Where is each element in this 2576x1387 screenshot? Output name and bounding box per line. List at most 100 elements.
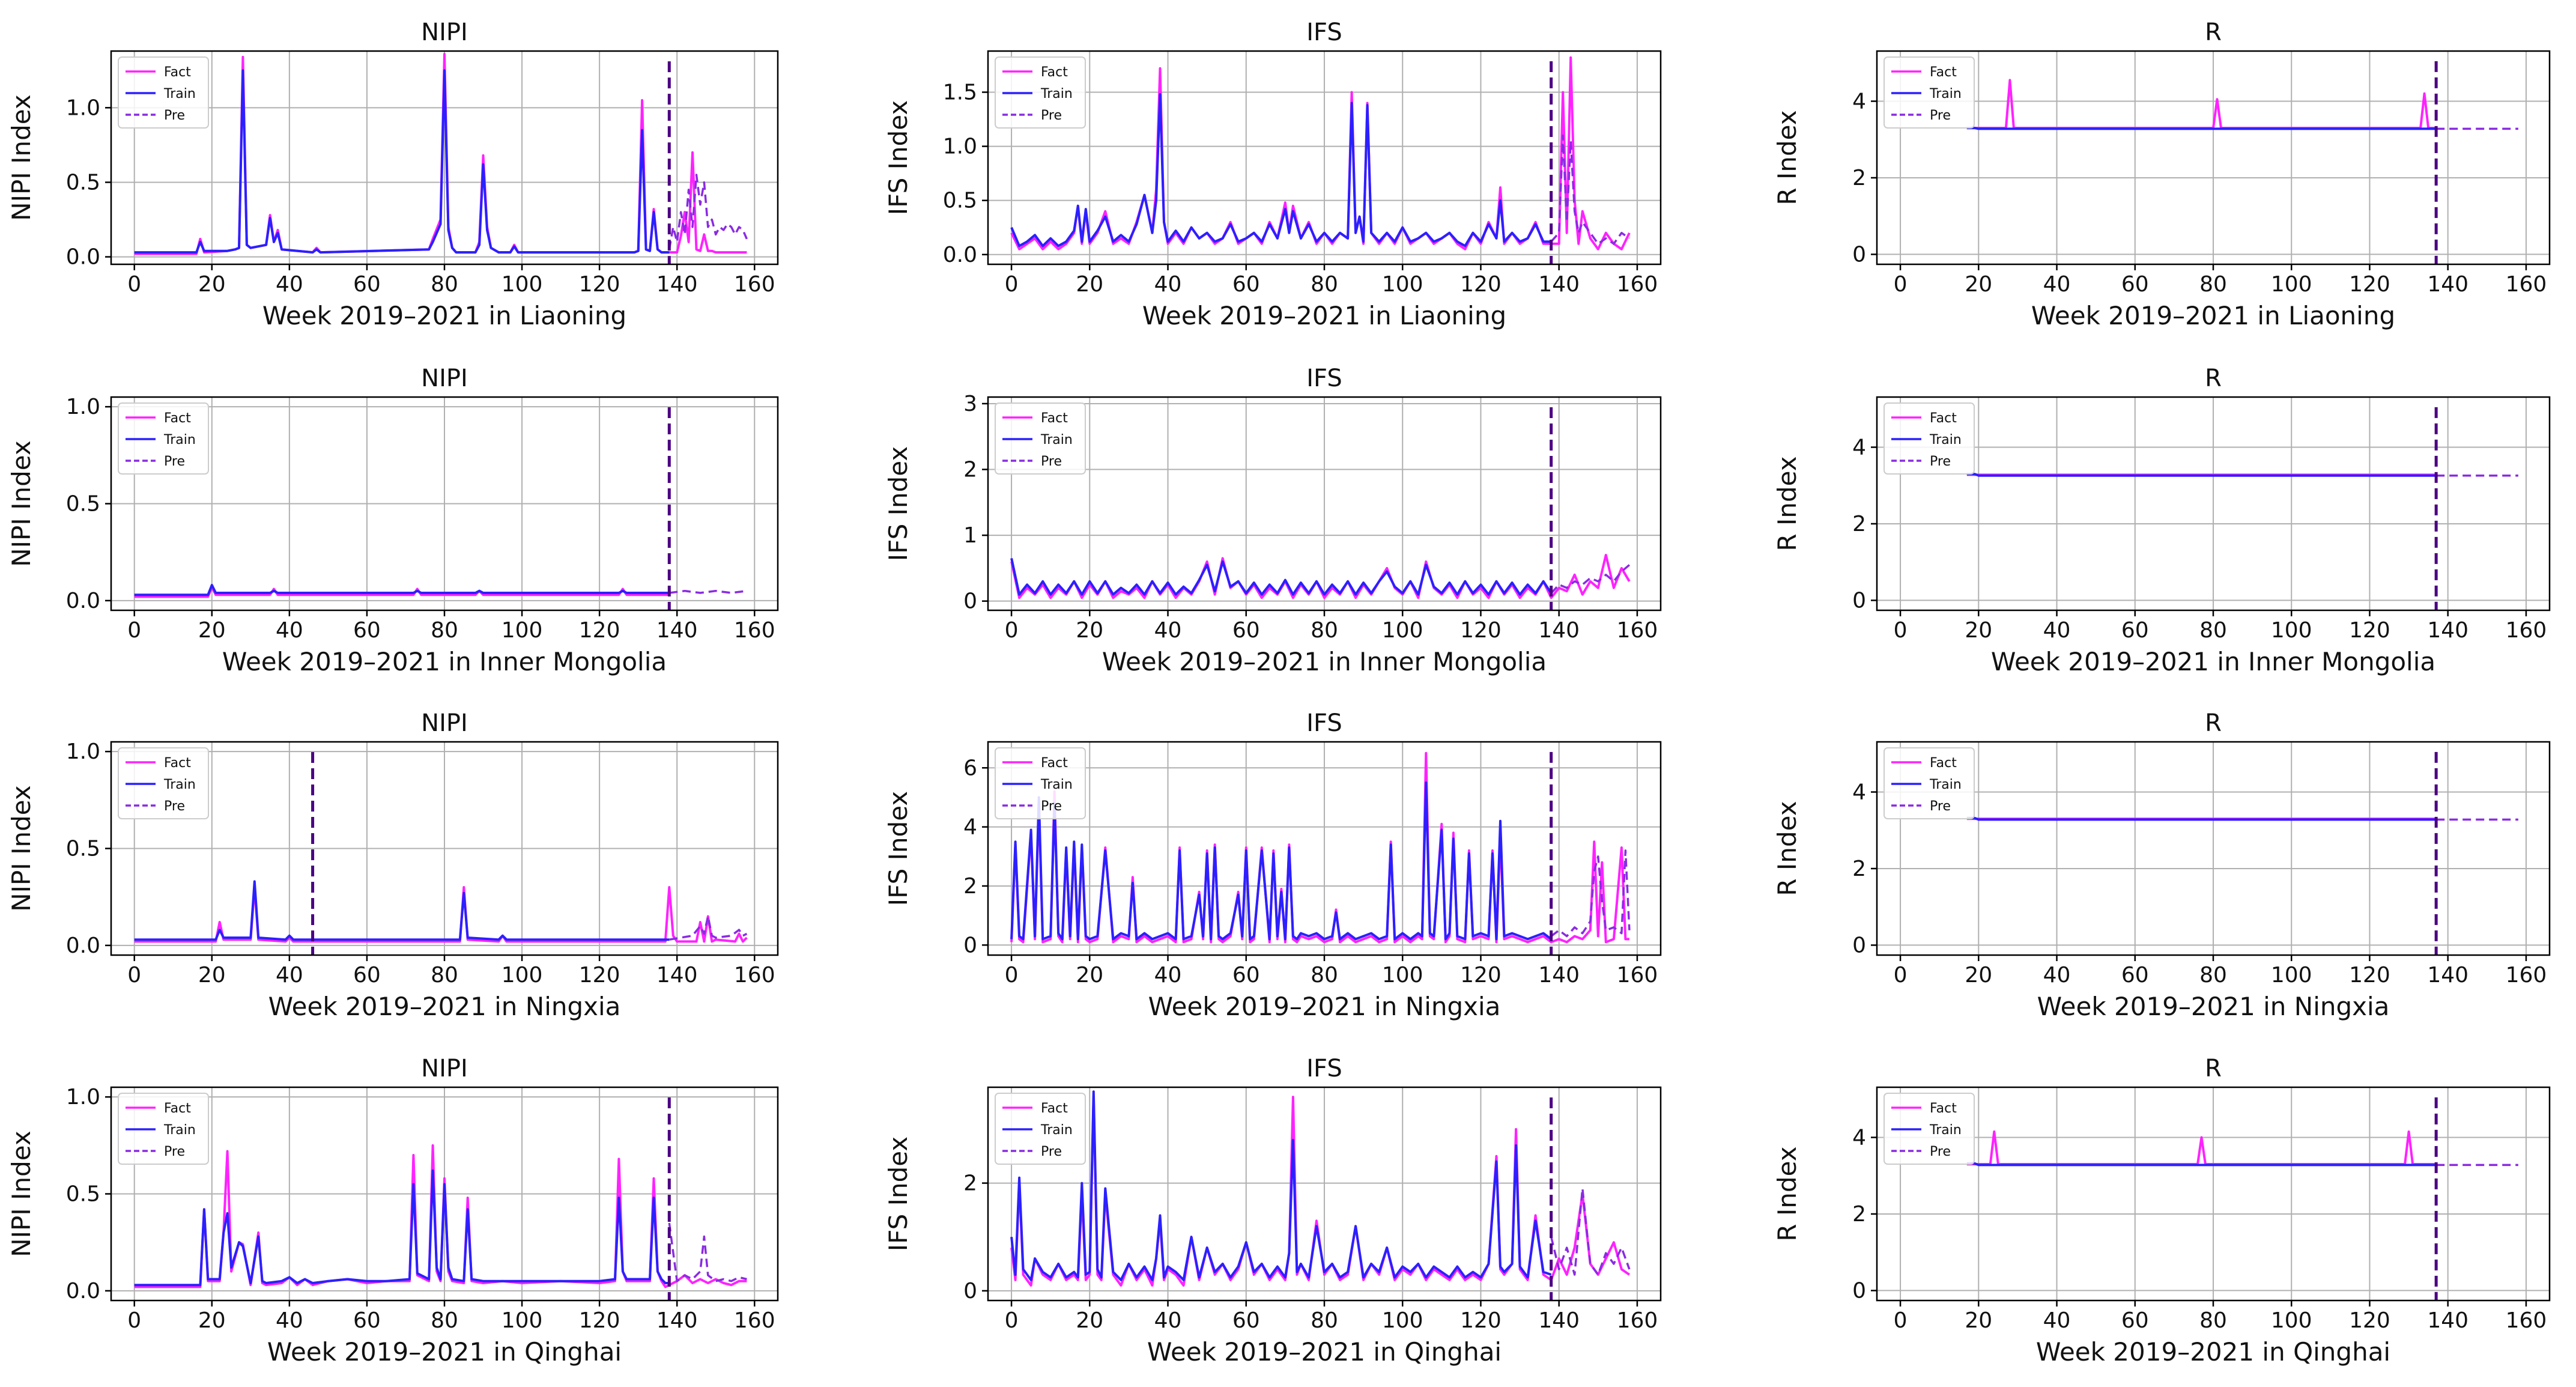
x-tick-label: 40 [276, 272, 303, 297]
x-tick-label: 120 [2349, 963, 2390, 988]
series-line-train [1010, 557, 1553, 596]
legend-label: Fact [1041, 1101, 1068, 1116]
series-group [1010, 56, 1631, 250]
legend-box [118, 56, 209, 129]
chart-title: R [2205, 365, 2222, 392]
chart-title: NIPI [421, 365, 468, 392]
x-tick-label: 0 [127, 1308, 141, 1333]
y-axis-label: NIPI Index [7, 94, 36, 221]
chart-panel: 0 20 40 60 80 100 120 140 160 0 2 4 R Week 2019–2021 … [1766, 691, 2576, 1039]
series-group [134, 584, 747, 598]
chart-panel: 0 20 40 60 80 100 120 140 160 0 2 4 R Week 2019–2021 … [1766, 1036, 2576, 1385]
series-line-fact [1966, 79, 2437, 130]
legend-label: Fact [1930, 1101, 1957, 1116]
legend-label: Pre [164, 799, 185, 814]
x-tick-label: 80 [431, 272, 458, 297]
x-tick-label: 100 [2271, 963, 2312, 988]
y-tick-label: 0.0 [66, 1279, 100, 1304]
x-tick-label: 0 [1894, 963, 1908, 988]
grid [988, 742, 1661, 955]
x-axis-label: Week 2019–2021 in Qinghai [267, 1337, 622, 1367]
x-axis-label: Week 2019–2021 in Liaoning [262, 301, 626, 330]
chart-title: R [2205, 709, 2222, 737]
x-tick-label: 60 [353, 618, 381, 643]
series-group [1010, 1090, 1631, 1287]
grid [111, 742, 778, 955]
y-tick-label: 2 [1852, 512, 1866, 536]
x-tick-label: 160 [734, 272, 775, 297]
x-tick-label: 0 [1005, 963, 1019, 988]
series-line-pre [1550, 134, 1630, 245]
y-tick-label: 0 [1852, 242, 1866, 267]
chart-panel: 0 20 40 60 80 100 120 140 160 0.0 0.5 1.0 NIPI Week 2… [0, 691, 793, 1039]
legend-box [1884, 56, 1975, 129]
legend-label: Train [163, 86, 196, 102]
legend-box [995, 56, 1086, 129]
y-axis-label: NIPI Index [7, 785, 36, 912]
legend-label: Pre [164, 1144, 185, 1159]
x-tick-label: 160 [734, 1308, 775, 1333]
legend-label: Train [1929, 777, 1962, 792]
chart-panel: 0 20 40 60 80 100 120 140 160 0.0 0.5 1.0 1.5 IFS Week… [880, 0, 1685, 348]
legend-box [1884, 402, 1975, 475]
series-group [134, 53, 748, 255]
series-line-fact [1966, 1130, 2437, 1166]
chart-title: IFS [1306, 1055, 1342, 1082]
chart-svg: 0 20 40 60 80 100 120 140 160 0 2 4 R Week 2019–2021 … [1772, 1055, 2551, 1367]
y-tick-label: 0.5 [66, 1182, 100, 1207]
x-axis-label: Week 2019–2021 in Liaoning [1142, 301, 1506, 330]
x-tick-label: 40 [2043, 963, 2071, 988]
series-line-fact [134, 886, 748, 943]
series-line-train [134, 69, 670, 254]
x-tick-label: 120 [579, 618, 620, 643]
x-tick-label: 160 [1617, 272, 1658, 297]
chart-svg: 0 20 40 60 80 100 120 140 160 0 2 IFS Week 2019–2021… [883, 1055, 1662, 1367]
y-tick-label: 4 [1852, 1125, 1866, 1150]
x-tick-label: 140 [1538, 1308, 1580, 1333]
grid [111, 397, 778, 610]
series-line-train [134, 1169, 670, 1287]
y-tick-label: 0.5 [66, 492, 100, 517]
legend-label: Fact [164, 65, 191, 80]
x-tick-label: 120 [1460, 963, 1502, 988]
series-line-fact [1010, 751, 1629, 944]
legend-label: Fact [1041, 411, 1068, 426]
x-tick-label: 100 [1382, 963, 1423, 988]
y-tick-label: 2 [1852, 857, 1866, 881]
x-tick-label: 40 [276, 618, 303, 643]
x-axis-label: Week 2019–2021 in Qinghai [1147, 1337, 1502, 1367]
x-tick-label: 120 [2349, 272, 2390, 297]
chart-title: IFS [1306, 19, 1342, 46]
chart-panel: 0 20 40 60 80 100 120 140 160 0.0 0.5 1.0 NIPI Week 2… [0, 0, 793, 348]
x-tick-label: 60 [2121, 618, 2149, 643]
x-tick-label: 140 [1538, 963, 1580, 988]
x-tick-label: 20 [198, 272, 226, 297]
legend-label: Pre [1930, 1144, 1951, 1159]
y-tick-label: 3 [963, 392, 977, 416]
x-tick-label: 120 [1460, 618, 1502, 643]
x-tick-label: 60 [353, 1308, 381, 1333]
chart-svg: 0 20 40 60 80 100 120 140 160 0 2 4 R Week 2019–2021 … [1772, 19, 2551, 330]
chart-title: IFS [1306, 709, 1342, 737]
grid [1877, 742, 2550, 955]
x-tick-label: 160 [2506, 963, 2547, 988]
y-tick-label: 4 [1852, 435, 1866, 460]
y-tick-label: 1.0 [66, 1085, 100, 1109]
series-group [1010, 751, 1631, 944]
legend-label: Pre [1930, 108, 1951, 123]
y-tick-label: 2 [963, 1171, 977, 1196]
series-line-train [1010, 1090, 1552, 1281]
legend-box [1884, 747, 1975, 819]
y-tick-label: 2 [1852, 166, 1866, 190]
x-tick-label: 140 [656, 1308, 698, 1333]
legend: Fact Train Pre [995, 1093, 1086, 1165]
y-tick-label: 1.0 [66, 739, 100, 764]
series-line-pre [1550, 1187, 1631, 1276]
x-tick-label: 60 [2121, 1308, 2149, 1333]
x-tick-label: 100 [502, 1308, 543, 1333]
legend-label: Pre [1041, 454, 1062, 469]
legend-label: Fact [1930, 65, 1957, 80]
x-tick-label: 140 [2427, 618, 2468, 643]
x-tick-label: 140 [656, 272, 698, 297]
legend-label: Train [1040, 777, 1073, 792]
